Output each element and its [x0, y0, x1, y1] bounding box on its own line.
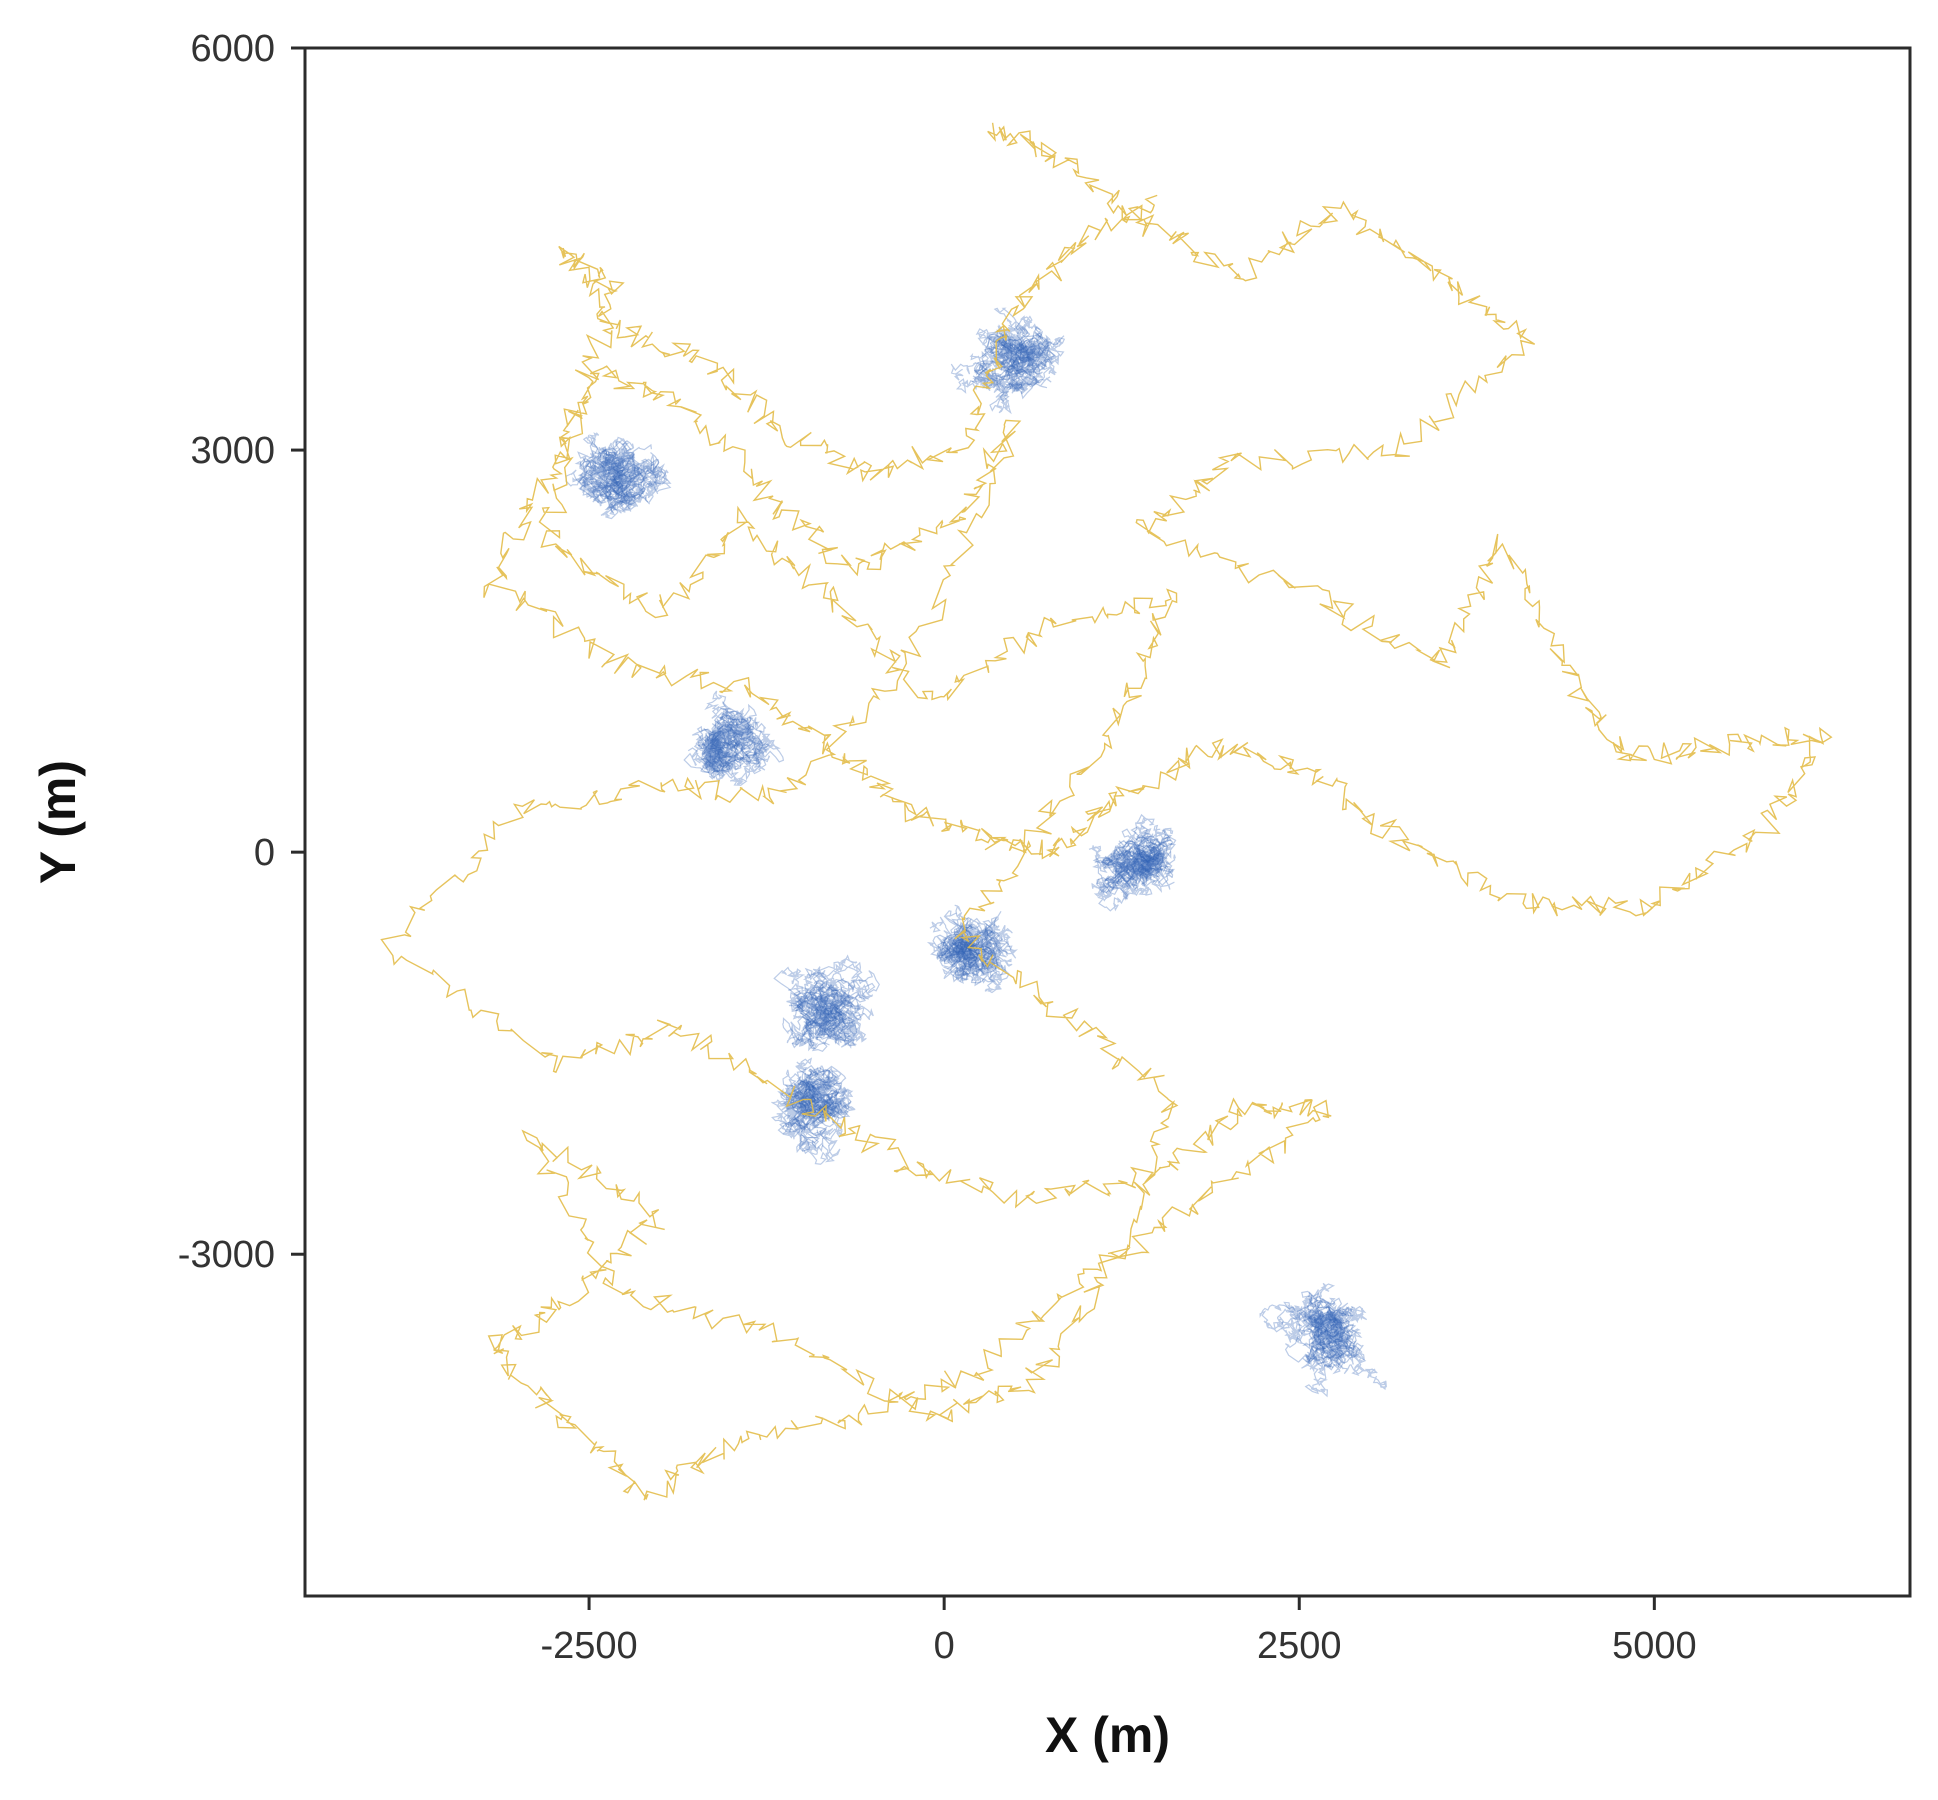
x-tick-label: -2500 [540, 1625, 637, 1667]
cluster-4-walk [695, 721, 754, 784]
cluster-7-walk [792, 980, 856, 1044]
cluster-7-walk [786, 982, 840, 1050]
cluster-8-walk [787, 1103, 843, 1165]
cluster-6-walk [951, 929, 1013, 994]
cluster-layer [565, 307, 1387, 1398]
cluster-7-walk [803, 979, 870, 1041]
x-tick-label: 5000 [1612, 1625, 1697, 1667]
cluster-1-walk [1310, 1297, 1354, 1353]
cluster-6-walk [942, 923, 1000, 984]
cluster-8-walk [782, 1067, 843, 1129]
cluster-1-walk [1305, 1282, 1368, 1359]
cluster-6-walk [932, 934, 1013, 975]
cluster-5-walk [1128, 835, 1177, 878]
cluster-2-walk [600, 440, 641, 505]
cluster-2-walk [600, 467, 649, 516]
cluster-2-walk [591, 440, 636, 520]
cluster-6-walk [926, 923, 978, 967]
cluster-4-walk [708, 716, 753, 772]
cluster-4-walk [704, 690, 785, 764]
y-tick-label: 0 [254, 832, 275, 874]
cluster-1-walk [1300, 1295, 1351, 1362]
cluster-8-walk [779, 1066, 837, 1133]
cluster-6-walk [953, 916, 1018, 971]
cluster-6-walk [937, 922, 993, 981]
axis-ticks: -2500 0 2500 5000 -3000 0 3000 6000 [178, 28, 1697, 1667]
cluster-3-walk [988, 328, 1053, 395]
cluster-4-walk [719, 703, 764, 761]
cluster-2-walk [592, 458, 669, 500]
cluster-1-walk [1296, 1289, 1342, 1336]
cluster-1-walk [1301, 1311, 1357, 1398]
cluster-4-walk [704, 701, 751, 779]
cluster-5-walk [1125, 848, 1175, 893]
cluster-1-walk [1284, 1317, 1365, 1375]
cluster-3-walk [980, 339, 1035, 415]
cluster-5-walk [1092, 824, 1176, 894]
cluster-6-walk [929, 916, 1007, 987]
cluster-3-walk [955, 335, 1039, 394]
cluster-7-walk [782, 966, 841, 1053]
cluster-2-walk [565, 446, 645, 507]
cluster-5-walk [1101, 837, 1159, 901]
cluster-5-walk [1121, 825, 1162, 892]
cluster-8-walk [792, 1068, 856, 1119]
cluster-1-walk [1309, 1311, 1364, 1369]
cluster-4-walk [687, 739, 767, 786]
trajectory-line-1 [380, 122, 1833, 1501]
cluster-2-walk [574, 432, 632, 503]
x-axis-label: X (m) [1045, 1707, 1170, 1763]
x-tick-label: 2500 [1257, 1625, 1342, 1667]
cluster-7-walk [773, 966, 844, 1048]
cluster-7-walk [810, 954, 874, 1021]
cluster-7-walk [817, 961, 880, 1019]
cluster-3-walk [950, 307, 1053, 381]
cluster-2-walk [572, 435, 652, 489]
cluster-7-walk [822, 1000, 867, 1047]
cluster-3-walk [969, 333, 1029, 390]
cluster-7-walk [790, 985, 862, 1040]
y-tick-label: 3000 [190, 430, 275, 472]
cluster-8-walk [798, 1068, 849, 1124]
cluster-5-walk [1092, 849, 1157, 912]
cluster-5-walk [1088, 838, 1176, 887]
cluster-1-walk [1302, 1316, 1387, 1391]
plot-frame [303, 46, 1912, 1598]
cluster-3-walk [995, 331, 1065, 400]
cluster-8-walk [794, 1057, 848, 1110]
cluster-3-walk [975, 315, 1043, 403]
cluster-4-walk [683, 716, 754, 774]
cluster-2-walk [601, 453, 663, 510]
cluster-1-walk [1259, 1291, 1354, 1354]
cluster-5-walk [1091, 813, 1172, 894]
cluster-3-walk [1008, 336, 1066, 392]
cluster-8-walk [777, 1080, 840, 1153]
y-axis-label: Y (m) [30, 760, 86, 884]
cluster-5-walk [1103, 838, 1166, 881]
y-tick-label: -3000 [178, 1234, 275, 1276]
cluster-4-walk [697, 730, 732, 777]
cluster-7-walk [786, 1010, 858, 1049]
cluster-3-walk [986, 331, 1036, 374]
cluster-3-walk [998, 333, 1060, 388]
cluster-4-walk [692, 711, 763, 768]
x-tick-label: 0 [934, 1625, 955, 1667]
cluster-1-walk [1281, 1297, 1351, 1366]
cluster-2-walk [578, 457, 647, 514]
y-tick-label: 6000 [190, 28, 275, 70]
cluster-8-walk [785, 1076, 854, 1126]
cluster-4-walk [703, 715, 771, 766]
cluster-2-walk [594, 452, 672, 504]
trajectory-layer [380, 122, 1833, 1501]
cluster-5-walk [1109, 850, 1162, 889]
